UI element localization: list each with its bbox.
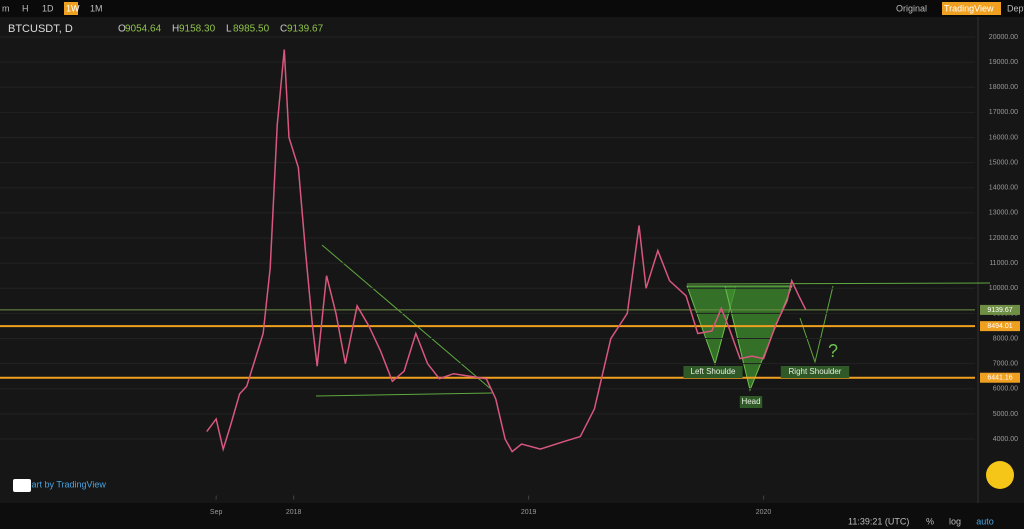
x-tick-label: 2019 xyxy=(521,509,537,516)
level-tag xyxy=(980,321,1020,332)
ohlc-key: H xyxy=(172,24,179,35)
brand-icon xyxy=(13,479,31,492)
y-tick-label: 13000.00 xyxy=(989,210,1018,217)
brand[interactable]: Chart by TradingView xyxy=(20,479,106,489)
level-label: 9139.67 xyxy=(987,307,1012,314)
y-tick-label: 10000.00 xyxy=(989,285,1018,292)
y-tick-label: 4000.00 xyxy=(993,436,1018,443)
pattern-drawings xyxy=(686,285,793,392)
y-tick-label: 11000.00 xyxy=(989,260,1018,267)
footer-control[interactable]: log xyxy=(949,516,961,526)
y-tick-label: 7000.00 xyxy=(993,361,1018,368)
y-tick-label: 5000.00 xyxy=(993,411,1018,418)
y-tick-label: 17000.00 xyxy=(989,109,1018,116)
x-tick-label: Sep xyxy=(210,509,223,516)
level-label: 6441.16 xyxy=(987,375,1012,382)
toolbar xyxy=(0,0,1024,17)
level-tag xyxy=(980,372,1020,383)
footer-control[interactable]: % xyxy=(926,516,934,526)
interval-button[interactable]: 1D xyxy=(42,3,54,13)
annotation: Left Shoulde xyxy=(691,367,736,376)
interval-button[interactable]: 1W xyxy=(66,3,80,13)
footer-control[interactable]: auto xyxy=(976,516,994,526)
view-button[interactable]: Depth xyxy=(1007,3,1024,13)
ohlc-value: 8985.50 xyxy=(233,24,270,35)
interval-button[interactable]: m xyxy=(2,3,10,13)
clock: 11:39:21 (UTC) xyxy=(848,516,909,526)
annotation-bg xyxy=(780,366,850,378)
y-tick-label: 16000.00 xyxy=(989,134,1018,141)
ohlc-value: 9158.30 xyxy=(179,24,216,35)
footer-bar xyxy=(0,503,1024,529)
ohlc-key: O xyxy=(118,24,126,35)
annotation-bg xyxy=(683,366,743,378)
y-tick-label: 8000.00 xyxy=(993,335,1018,342)
level-tag xyxy=(980,304,1020,315)
interval-button[interactable]: H xyxy=(22,3,29,13)
y-tick-label: 19000.00 xyxy=(989,59,1018,66)
y-tick-label: 15000.00 xyxy=(989,159,1018,166)
y-tick-label: 6000.00 xyxy=(993,386,1018,393)
annotation-bg xyxy=(739,396,763,408)
y-tick-label: 14000.00 xyxy=(989,185,1018,192)
annotation: Head xyxy=(741,397,760,406)
annotation: ? xyxy=(828,341,838,361)
view-button[interactable]: Original xyxy=(896,3,927,13)
symbol: BTCUSDT, D xyxy=(8,23,73,35)
interval-button[interactable]: 1M xyxy=(90,3,103,13)
ohlc-value: 9054.64 xyxy=(125,24,162,35)
y-tick-label: 12000.00 xyxy=(989,235,1018,242)
help-button[interactable] xyxy=(986,461,1014,489)
level-label: 8494.01 xyxy=(987,323,1012,330)
ohlc-key: C xyxy=(280,24,287,35)
y-tick-label: 20000.00 xyxy=(989,34,1018,41)
x-tick-label: 2018 xyxy=(286,509,302,516)
annotation: Right Shoulder xyxy=(789,367,842,376)
price-line xyxy=(206,49,807,453)
trend-lines xyxy=(315,244,991,397)
interval-active-bg xyxy=(64,2,78,15)
x-tick-label: 2020 xyxy=(756,509,772,516)
ohlc-key: L xyxy=(226,24,232,35)
view-button[interactable]: TradingView xyxy=(944,3,994,13)
y-tick-label: 18000.00 xyxy=(989,84,1018,91)
ohlc-value: 9139.67 xyxy=(287,24,324,35)
view-active-bg xyxy=(942,2,1001,15)
